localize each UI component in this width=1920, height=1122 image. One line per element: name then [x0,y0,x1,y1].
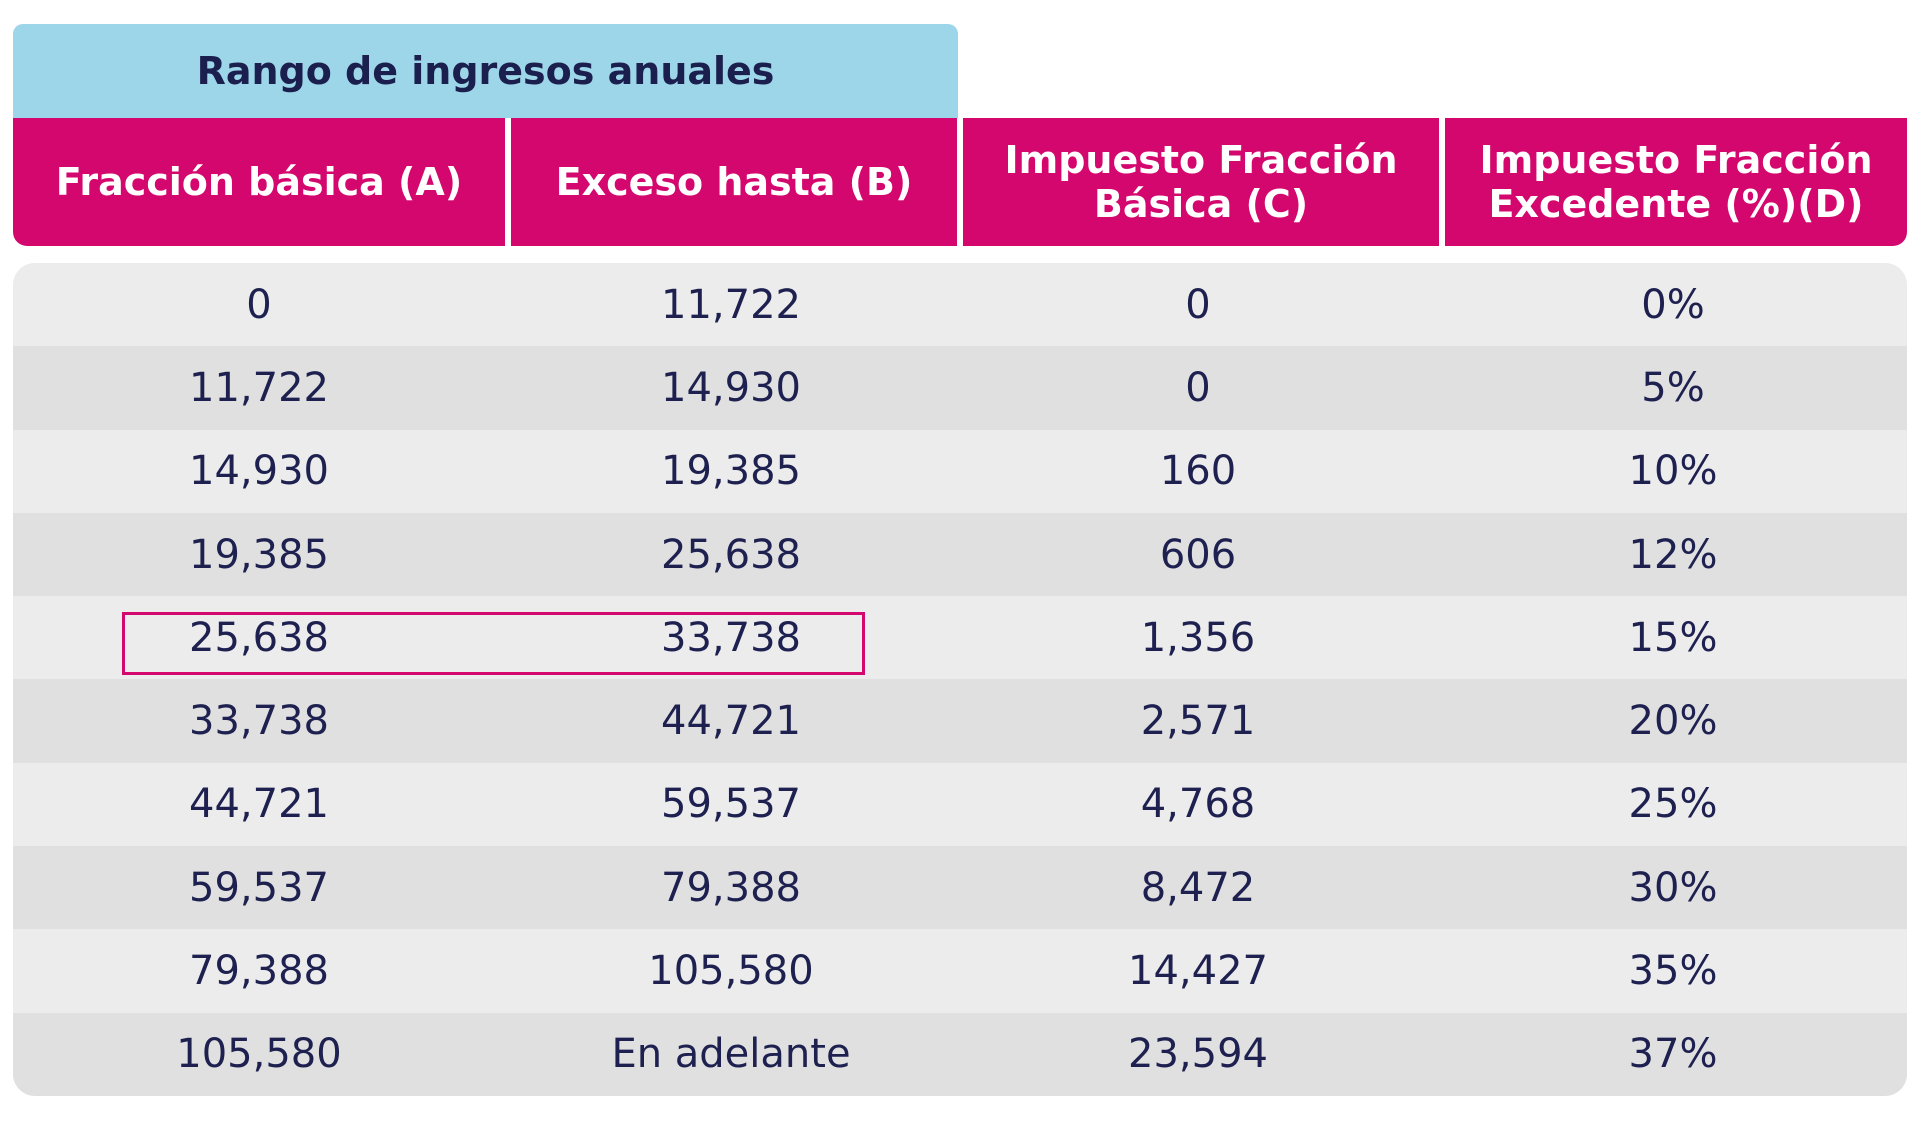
table-row: 14,930 19,385 160 10% [13,429,1907,513]
cell-impuesto-fraccion-excedente: 5% [1641,364,1705,411]
cell-exceso-hasta: 44,721 [661,698,801,745]
cell-exceso-hasta: 19,385 [661,448,801,495]
table-row: 33,738 44,721 2,571 20% [13,679,1907,763]
cell-fraccion-basica: 105,580 [176,1031,342,1078]
cell-exceso-hasta: 25,638 [661,531,801,578]
cell-fraccion-basica: 44,721 [189,781,329,828]
cell-impuesto-fraccion-basica: 160 [1159,448,1237,495]
cell-fraccion-basica: 79,388 [189,948,329,995]
cell-impuesto-fraccion-excedente: 12% [1628,531,1718,578]
cell-exceso-hasta: 79,388 [661,864,801,911]
cell-impuesto-fraccion-basica: 23,594 [1128,1031,1268,1078]
cell-impuesto-fraccion-basica: 1,356 [1140,614,1256,661]
column-header-row: Fracción básica (A) Exceso hasta (B) Imp… [13,118,1907,246]
cell-impuesto-fraccion-excedente: 20% [1628,698,1718,745]
cell-exceso-hasta: 59,537 [661,781,801,828]
column-header-impuesto-fraccion-excedente: Impuesto Fracción Excedente (%)(D) [1445,118,1907,246]
cell-fraccion-basica: 0 [246,281,272,328]
column-header-exceso-hasta: Exceso hasta (B) [511,118,957,246]
cell-impuesto-fraccion-excedente: 25% [1628,781,1718,828]
table-row: 11,722 14,930 0 5% [13,346,1907,430]
cell-impuesto-fraccion-excedente: 30% [1628,864,1718,911]
cell-fraccion-basica: 25,638 [189,614,329,661]
cell-impuesto-fraccion-excedente: 35% [1628,948,1718,995]
cell-impuesto-fraccion-basica: 0 [1185,281,1211,328]
cell-exceso-hasta: En adelante [611,1031,851,1078]
cell-impuesto-fraccion-excedente: 15% [1628,614,1718,661]
column-header-impuesto-fraccion-basica: Impuesto Fracción Básica (C) [963,118,1439,246]
table-row: 59,537 79,388 8,472 30% [13,846,1907,930]
cell-fraccion-basica: 59,537 [189,864,329,911]
table-row: 19,385 25,638 606 12% [13,512,1907,597]
table-row: 0 11,722 0 0% [13,263,1907,347]
cell-exceso-hasta: 11,722 [661,281,801,328]
column-header-fraccion-basica: Fracción básica (A) [13,118,505,246]
tax-table-body: 0 11,722 0 0% 11,722 14,930 0 5% 14,930 … [13,263,1907,1096]
table-row-highlighted: 25,638 33,738 1,356 15% [13,596,1907,680]
table-row: 79,388 105,580 14,427 35% [13,929,1907,1013]
cell-impuesto-fraccion-excedente: 37% [1628,1031,1718,1078]
cell-impuesto-fraccion-basica: 14,427 [1128,948,1268,995]
cell-impuesto-fraccion-basica: 0 [1185,364,1211,411]
income-range-group-header: Rango de ingresos anuales [13,24,958,118]
cell-impuesto-fraccion-excedente: 10% [1628,448,1718,495]
cell-impuesto-fraccion-basica: 606 [1159,531,1237,578]
table-row: 105,580 En adelante 23,594 37% [13,1012,1907,1096]
cell-impuesto-fraccion-basica: 4,768 [1140,781,1256,828]
cell-fraccion-basica: 11,722 [189,364,329,411]
cell-impuesto-fraccion-excedente: 0% [1641,281,1705,328]
cell-fraccion-basica: 14,930 [189,448,329,495]
cell-impuesto-fraccion-basica: 8,472 [1140,864,1256,911]
table-row: 44,721 59,537 4,768 25% [13,762,1907,847]
cell-exceso-hasta: 105,580 [648,948,814,995]
cell-exceso-hasta: 14,930 [661,364,801,411]
cell-fraccion-basica: 19,385 [189,531,329,578]
cell-fraccion-basica: 33,738 [189,698,329,745]
cell-exceso-hasta: 33,738 [661,614,801,661]
cell-impuesto-fraccion-basica: 2,571 [1140,698,1256,745]
